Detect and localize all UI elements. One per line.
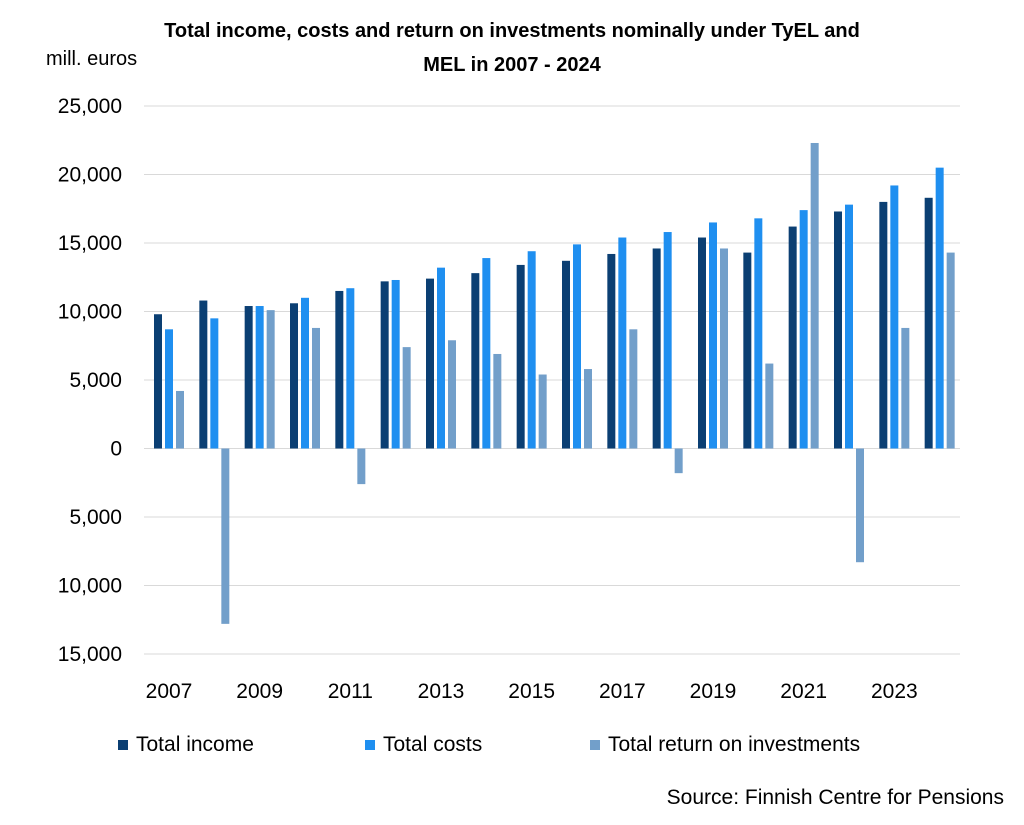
bar-total-income-2014 — [471, 273, 480, 449]
bar-total-costs-2007 — [165, 329, 173, 449]
bar-total-income-2023 — [879, 201, 888, 449]
bar-total-costs-2020 — [754, 218, 763, 449]
y-tick-label: 10,000 — [58, 301, 122, 324]
x-tick-label: 2017 — [599, 680, 646, 703]
y-tick-label: 25,000 — [58, 95, 122, 118]
legend-item-total-income: Total income — [118, 733, 254, 757]
bar-total-return-on-investments-2012 — [402, 347, 411, 449]
legend-swatch-costs — [365, 740, 375, 750]
legend-swatch-income — [118, 740, 128, 750]
x-axis-ticks: 2007 2009 2011 2013 2015 2017 2019 2021 2023 — [146, 680, 918, 703]
source-note: Source: Finnish Centre for Pensions — [666, 786, 1004, 809]
bar-total-return-on-investments-2020 — [765, 363, 774, 449]
bar-total-income-2020 — [743, 252, 752, 449]
bar-total-income-2021 — [788, 226, 797, 449]
bar-total-return-on-investments-2018 — [674, 448, 683, 474]
bar-total-costs-2017 — [618, 237, 627, 449]
x-tick-label: 2023 — [871, 680, 918, 703]
bar-total-costs-2024 — [935, 167, 944, 449]
bar-total-income-2009 — [244, 306, 253, 449]
bar-total-return-on-investments-2019 — [720, 248, 728, 449]
x-tick-label: 2021 — [780, 680, 827, 703]
gridlines — [144, 105, 960, 655]
bars — [154, 142, 955, 624]
bar-total-income-2015 — [516, 264, 525, 449]
y-tick-label: 15,000 — [58, 643, 122, 666]
bar-total-income-2008 — [199, 300, 208, 449]
bar-total-return-on-investments-2024 — [946, 252, 955, 449]
y-tick-label: 10,000 — [58, 575, 122, 598]
legend-label-costs: Total costs — [383, 733, 483, 756]
bar-total-costs-2008 — [210, 318, 219, 449]
x-tick-label: 2013 — [418, 680, 465, 703]
bar-total-income-2019 — [698, 237, 706, 449]
bar-total-return-on-investments-2015 — [538, 374, 547, 449]
x-tick-label: 2007 — [146, 680, 193, 703]
bar-total-costs-2019 — [709, 222, 717, 449]
y-tick-label: 5,000 — [69, 369, 122, 392]
x-tick-label: 2015 — [508, 680, 555, 703]
bar-total-costs-2022 — [845, 204, 853, 449]
bar-total-costs-2015 — [527, 251, 536, 449]
bar-total-income-2017 — [607, 253, 616, 449]
bar-total-income-2013 — [426, 278, 434, 449]
bar-total-return-on-investments-2014 — [493, 353, 502, 449]
chart-title: Total income, costs and return on invest… — [40, 14, 984, 82]
y-tick-label: 15,000 — [58, 232, 122, 255]
chart-title-line-1: Total income, costs and return on invest… — [164, 20, 860, 42]
bar-total-return-on-investments-2016 — [584, 369, 592, 449]
bar-total-income-2018 — [652, 248, 661, 449]
bar-total-return-on-investments-2022 — [856, 448, 864, 563]
bar-total-return-on-investments-2009 — [266, 310, 275, 449]
legend: Total income Total costs Total return on… — [118, 733, 998, 763]
y-axis-ticks: 25,000 20,000 15,000 10,000 5,000 0 5,000 10,00… — [58, 95, 122, 666]
bar-total-costs-2013 — [437, 267, 445, 449]
bar-total-income-2012 — [380, 281, 389, 449]
bar-total-return-on-investments-2017 — [629, 329, 638, 449]
y-tick-label: 5,000 — [69, 506, 122, 529]
bar-total-income-2011 — [335, 290, 344, 449]
y-tick-label: 0 — [110, 438, 122, 461]
bar-total-costs-2012 — [391, 279, 400, 449]
bar-total-return-on-investments-2007 — [176, 390, 184, 449]
bar-total-income-2016 — [562, 260, 570, 449]
bar-total-costs-2009 — [255, 306, 264, 449]
y-axis-unit-label: mill. euros — [46, 48, 138, 70]
bar-total-costs-2018 — [663, 232, 672, 449]
legend-label-income: Total income — [136, 733, 254, 756]
bar-total-income-2022 — [834, 211, 842, 449]
bar-total-costs-2014 — [482, 258, 491, 449]
bar-total-costs-2016 — [573, 244, 581, 449]
bar-total-return-on-investments-2021 — [810, 142, 819, 449]
bar-total-return-on-investments-2008 — [221, 448, 230, 624]
legend-item-total-costs: Total costs — [365, 733, 482, 757]
bar-total-return-on-investments-2013 — [448, 340, 456, 449]
bar-total-return-on-investments-2011 — [357, 448, 366, 485]
bar-total-return-on-investments-2010 — [312, 327, 320, 449]
bar-total-income-2007 — [154, 314, 162, 449]
x-tick-label: 2011 — [328, 680, 373, 703]
bar-total-costs-2023 — [890, 185, 899, 449]
bar-total-costs-2021 — [799, 210, 808, 449]
bar-total-costs-2010 — [301, 297, 309, 449]
legend-label-returns: Total return on investments — [608, 733, 861, 756]
chart-title-line-2: MEL in 2007 - 2024 — [423, 54, 601, 76]
bar-total-return-on-investments-2023 — [901, 327, 910, 449]
bar-total-costs-2011 — [346, 288, 355, 449]
legend-item-total-returns: Total return on investments — [590, 733, 860, 757]
bar-total-income-2024 — [924, 197, 933, 449]
legend-swatch-returns — [590, 740, 600, 750]
y-tick-label: 20,000 — [58, 164, 122, 187]
x-tick-label: 2019 — [690, 680, 737, 703]
x-tick-label: 2009 — [236, 680, 283, 703]
bar-total-income-2010 — [290, 303, 298, 449]
